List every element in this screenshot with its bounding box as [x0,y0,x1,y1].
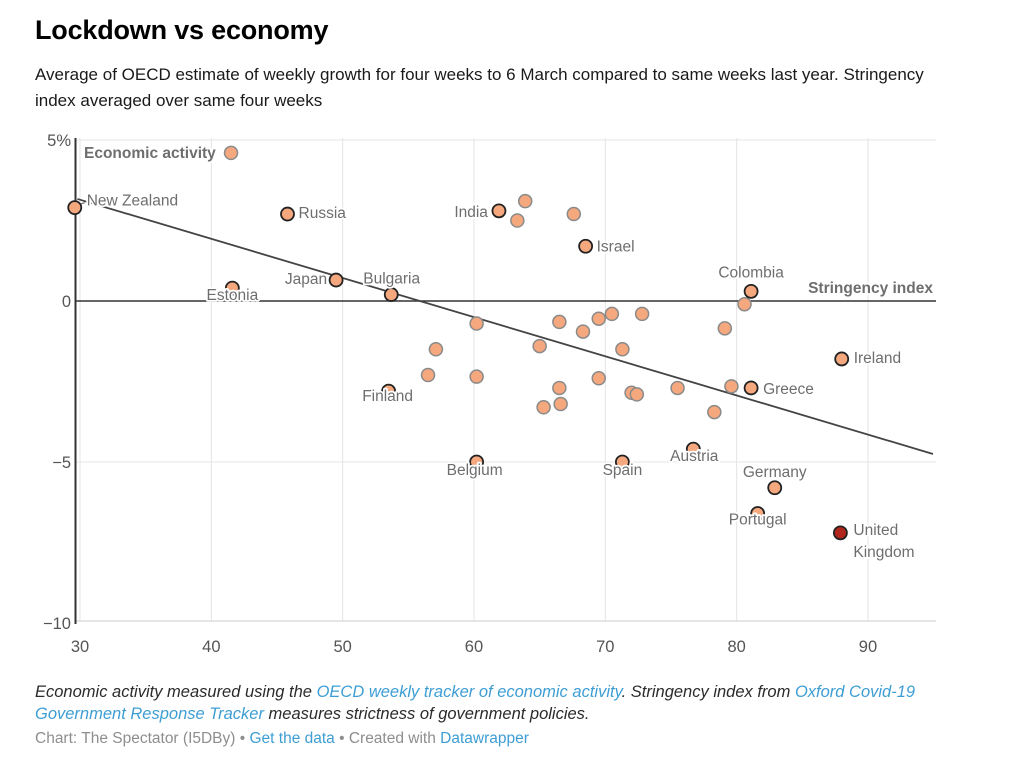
country-label: Ireland [854,350,901,367]
footer-note-text: . Stringency index from [621,683,795,701]
x-tick-label: 70 [596,638,614,656]
data-point[interactable] [575,324,591,339]
footer-note: Economic activity measured using the OEC… [35,682,955,726]
data-point[interactable] [717,321,733,336]
data-point-israel[interactable] [578,238,594,254]
data-point[interactable] [615,342,630,357]
data-point[interactable] [566,206,582,222]
x-tick-label: 50 [333,638,351,656]
footer-credit: Chart: The Spectator (I5DBy) • Get the d… [35,730,955,748]
country-label: Portugal [729,512,787,529]
country-label: Greece [763,381,814,398]
country-label: United [853,522,898,539]
x-tick-label: 80 [727,638,745,656]
data-point[interactable] [510,213,525,228]
country-label: Russia [299,205,347,222]
data-point-japan[interactable] [328,272,344,288]
data-point[interactable] [420,367,436,383]
data-point[interactable] [552,380,567,396]
data-point-united-kingdom[interactable] [833,525,848,541]
data-point-finland[interactable] [381,383,397,399]
country-label: Germany [743,464,807,481]
country-label: Japan [285,271,327,288]
country-label: New Zealand [87,193,178,210]
data-point[interactable] [591,371,607,386]
data-point[interactable] [591,311,607,326]
x-tick-label: 30 [71,638,89,656]
data-point[interactable] [532,338,547,354]
trend-line [77,198,934,455]
data-point[interactable] [517,193,533,209]
data-point-estonia[interactable] [224,280,240,296]
data-point[interactable] [469,316,484,331]
data-point-new-zealand[interactable] [67,200,83,216]
y-tick-label: −10 [43,615,71,633]
footer-credit-link[interactable]: Get the data [249,730,335,747]
country-label: Kingdom [853,544,914,561]
y-tick-label: −5 [52,454,71,472]
footer-credit-text: Chart: The Spectator (I5DBy) • [35,730,250,747]
chart-subtitle: Average of OECD estimate of weekly growt… [35,65,924,110]
y-axis-annotation: Economic activity [84,145,216,162]
chart-area: 30 40 50 60 70 80 90 5% 0 −5 −10 New Zealand Russia E… [0,130,1024,662]
data-point-bulgaria[interactable] [383,287,399,302]
country-label: Israel [597,238,635,255]
data-point[interactable] [604,306,620,322]
data-point[interactable] [707,404,722,420]
country-label: India [454,204,488,221]
y-tick-label: 0 [62,293,71,311]
data-point[interactable] [737,296,752,312]
data-point[interactable] [634,306,650,322]
data-point[interactable] [724,379,739,394]
data-point[interactable] [536,400,551,415]
footer-credit-link[interactable]: Datawrapper [440,730,529,747]
data-point-austria[interactable] [685,441,701,457]
x-tick-label: 40 [202,638,220,656]
footer-note-link[interactable]: Oxford Covid-19 Government Response Trac… [35,683,916,723]
country-label: Austria [670,448,719,465]
data-point-germany[interactable] [767,480,783,496]
footer-note-text: measures strictness of government polici… [263,704,590,723]
scatter-plot: 30 40 50 60 70 80 90 5% 0 −5 −10 New Zealand Russia E… [43,132,936,656]
data-point[interactable] [223,145,239,161]
country-label: Finland [362,388,413,405]
data-point[interactable] [670,380,685,396]
data-point-ireland[interactable] [834,351,850,367]
data-point[interactable] [552,314,567,330]
y-tick-label: 5% [47,132,71,150]
data-point[interactable] [469,369,484,384]
data-point-belgium[interactable] [469,454,485,470]
x-tick-label: 90 [859,638,877,656]
data-point[interactable] [553,396,568,412]
country-label: Spain [603,462,643,479]
footer-credit-text: • Created with [334,730,441,747]
data-point-greece[interactable] [743,380,759,396]
x-axis-annotation: Stringency index [808,280,933,297]
country-label: Estonia [206,287,258,304]
chart-title: Lockdown vs economy [35,15,329,45]
country-label: Belgium [447,462,503,479]
x-tick-label: 60 [465,638,483,656]
data-point-colombia[interactable] [743,283,759,299]
footer-note-link[interactable]: OECD weekly tracker of economic activity [316,683,622,701]
data-point-russia[interactable] [280,206,295,222]
data-point-spain[interactable] [614,454,630,470]
data-point-portugal[interactable] [750,506,766,521]
country-label: Colombia [718,264,784,281]
data-point[interactable] [428,342,444,357]
data-point[interactable] [629,387,645,402]
data-point-india[interactable] [491,203,507,219]
country-label: Bulgaria [363,271,420,288]
footer-note-text: Economic activity measured using the [35,683,317,701]
